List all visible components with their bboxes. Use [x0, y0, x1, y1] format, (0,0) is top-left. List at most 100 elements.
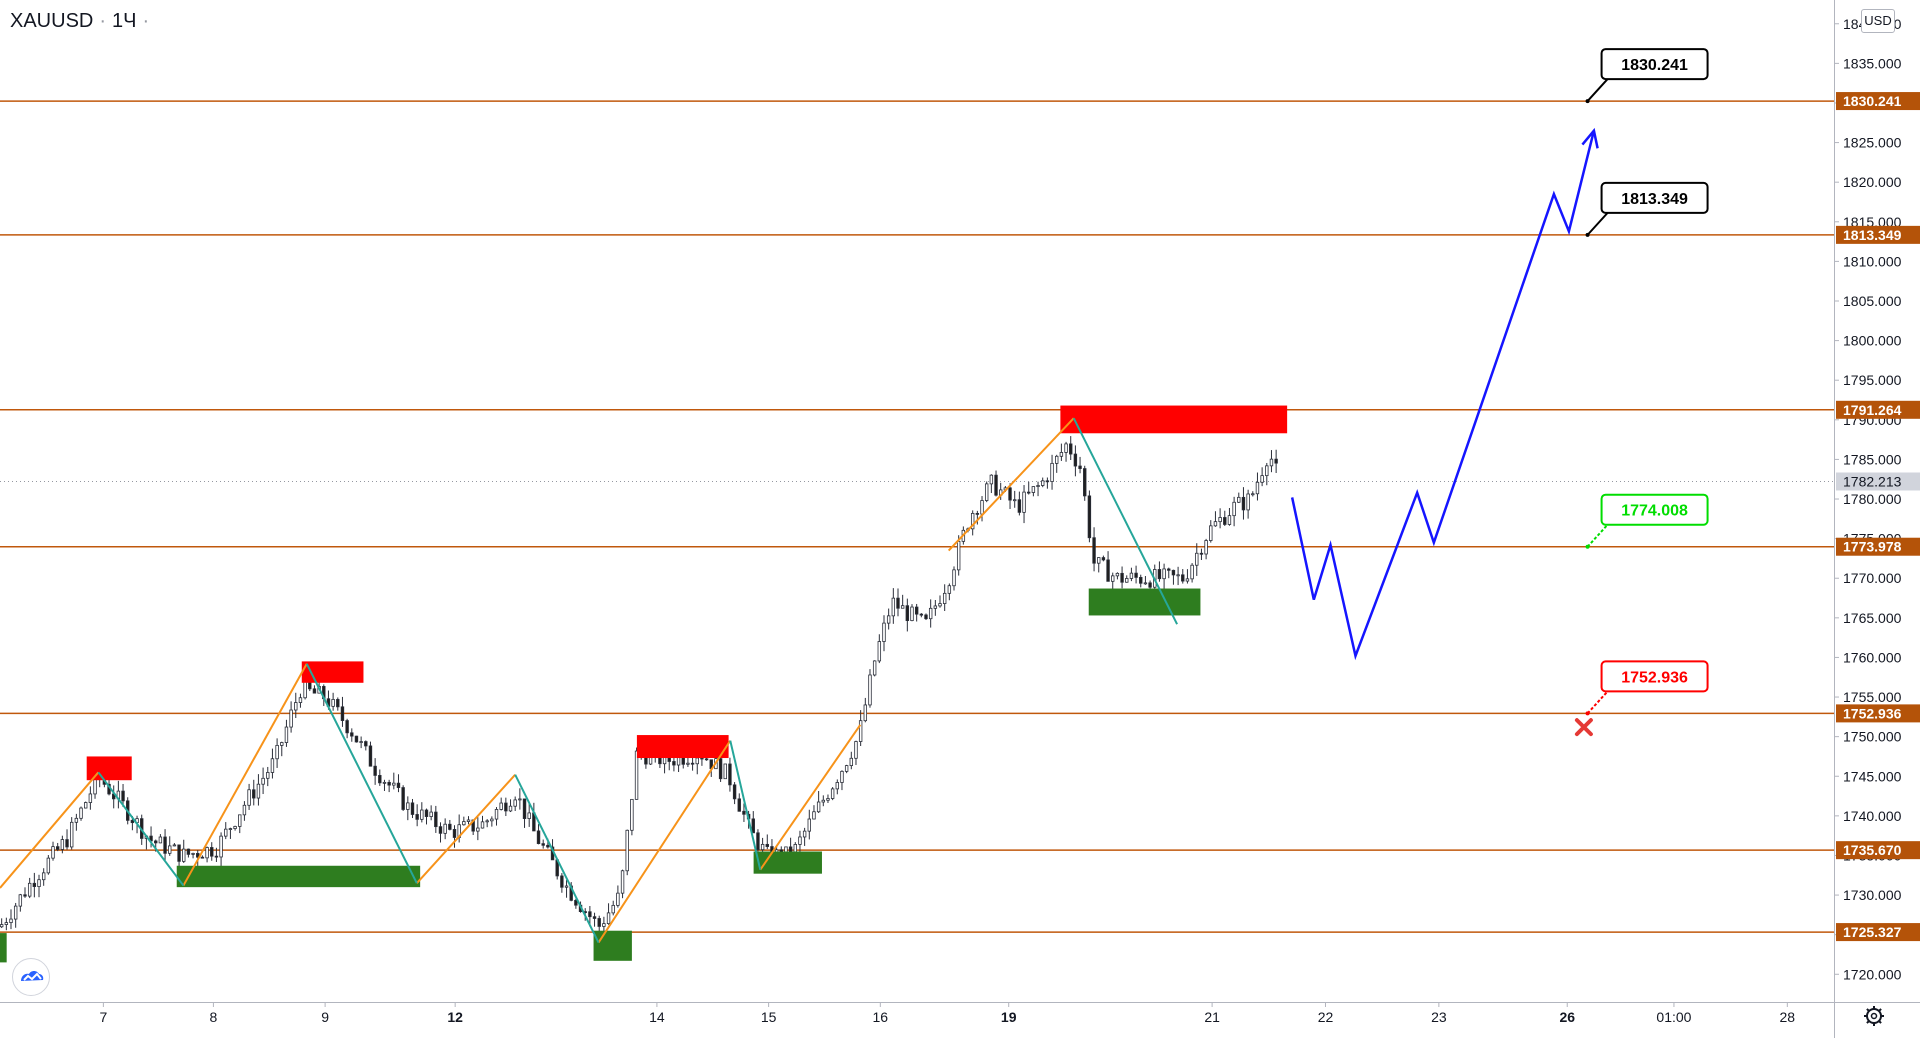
candle-body: [238, 814, 242, 827]
candle-body: [1092, 537, 1096, 564]
candle-body: [1157, 569, 1162, 580]
candle-body: [354, 735, 359, 743]
candle-body: [1260, 475, 1264, 483]
price-tick-label: 1780.000: [1843, 491, 1902, 507]
candle-body: [51, 846, 55, 859]
price-tick-label: 1805.000: [1843, 293, 1902, 309]
price-tick-label: 1820.000: [1843, 174, 1902, 190]
level-tag-label: 1735.670: [1843, 842, 1902, 858]
candle-body: [60, 839, 65, 850]
candle-body: [1097, 557, 1101, 564]
time-tick-label: 26: [1559, 1009, 1575, 1025]
candle-body: [924, 614, 928, 620]
candle-body: [938, 603, 942, 607]
candle-body: [928, 607, 933, 620]
candle-body: [1134, 572, 1138, 578]
candle-body: [83, 802, 88, 809]
candle-body: [1013, 499, 1017, 502]
candle-body: [975, 512, 980, 515]
candle-body: [1139, 577, 1143, 584]
candle-body: [280, 742, 284, 746]
candle-body: [438, 826, 443, 834]
candle-body: [522, 798, 527, 819]
candle-body: [168, 845, 172, 854]
candle-body: [504, 802, 508, 812]
candle-body: [1171, 569, 1176, 576]
callout-label: 1813.349: [1621, 191, 1688, 208]
price-tick-label: 1800.000: [1843, 333, 1902, 349]
candle-body: [695, 757, 699, 765]
currency-label[interactable]: USD: [1861, 9, 1895, 33]
candle-body: [863, 704, 868, 722]
level-tag-label: 1773.978: [1843, 539, 1902, 555]
price-axis[interactable]: 1720.0001725.0001730.0001735.0001740.000…: [1834, 0, 1920, 1038]
candle-body: [364, 741, 368, 747]
candle-body: [942, 592, 947, 604]
candle-body: [854, 741, 858, 759]
candle-body: [294, 702, 298, 711]
level-tag: [1836, 92, 1920, 111]
candle-body: [429, 811, 433, 817]
candle-body: [756, 832, 760, 851]
time-tick-label: 22: [1318, 1009, 1334, 1025]
callout-pointer: [1586, 78, 1609, 102]
candle-body: [415, 814, 419, 820]
candle-body: [1251, 493, 1255, 496]
candle-body: [1129, 572, 1134, 579]
current-price-tag: [1836, 472, 1920, 491]
time-axis[interactable]: 7 8 9 12 14 15 16 19 21 22 23 26 01:00 28: [0, 1002, 1920, 1025]
forecast-line: [1290, 130, 1596, 661]
candle-body: [1027, 491, 1031, 494]
current-price-label: 1782.213: [1843, 473, 1902, 489]
level-tag-label: 1725.327: [1843, 924, 1902, 940]
time-tick-label: 15: [761, 1009, 777, 1025]
callout-box: [1600, 660, 1709, 693]
callout-box: [1600, 48, 1709, 81]
candle-body: [27, 882, 32, 897]
symbol-header[interactable]: XAUUSD · 1Ч ·: [10, 10, 155, 33]
candle-body: [210, 847, 214, 857]
price-tick-label: 1765.000: [1843, 610, 1902, 626]
time-tick-label: 23: [1431, 1009, 1447, 1025]
time-tick-label: 28: [1780, 1009, 1796, 1025]
candle-body: [289, 709, 293, 728]
separator-dot: ·: [142, 10, 150, 32]
candle-body: [816, 801, 821, 813]
candle-body: [896, 597, 900, 609]
level-tag-label: 1791.264: [1843, 402, 1902, 418]
candle-body: [466, 819, 471, 822]
supply-zone: [1060, 405, 1288, 434]
candle-body: [994, 474, 998, 496]
candle-body: [1045, 480, 1050, 483]
time-tick-label: 19: [1001, 1009, 1017, 1025]
demand-zone: [593, 930, 632, 961]
candle-body: [704, 758, 709, 761]
candle-body: [242, 804, 247, 816]
candle-body: [1213, 521, 1218, 527]
price-axis-bg: [1834, 0, 1920, 1038]
candle-body: [256, 783, 261, 799]
candle-body: [1106, 559, 1110, 582]
candle-body: [588, 911, 592, 918]
candle-body: [65, 839, 69, 848]
candle-body: [1050, 462, 1054, 482]
price-tick-label: 1750.000: [1843, 729, 1902, 745]
candle-body: [224, 828, 228, 837]
tradingview-logo-icon[interactable]: [12, 958, 50, 996]
candle-body: [74, 817, 79, 823]
candle-body: [163, 836, 167, 854]
candle-body: [270, 758, 275, 773]
price-tick-label: 1835.000: [1843, 55, 1902, 71]
candle-body: [1227, 515, 1232, 525]
candle-body: [737, 798, 741, 812]
candle-body: [1241, 496, 1246, 511]
candle-body: [1246, 493, 1250, 511]
candle-body: [359, 741, 363, 743]
level-tag-label: 1752.936: [1843, 705, 1902, 721]
candle-body: [420, 809, 424, 820]
candle-body: [410, 802, 415, 815]
candle-body: [508, 805, 513, 812]
down-swing-line: [305, 663, 418, 884]
gear-icon[interactable]: [1862, 1004, 1886, 1028]
